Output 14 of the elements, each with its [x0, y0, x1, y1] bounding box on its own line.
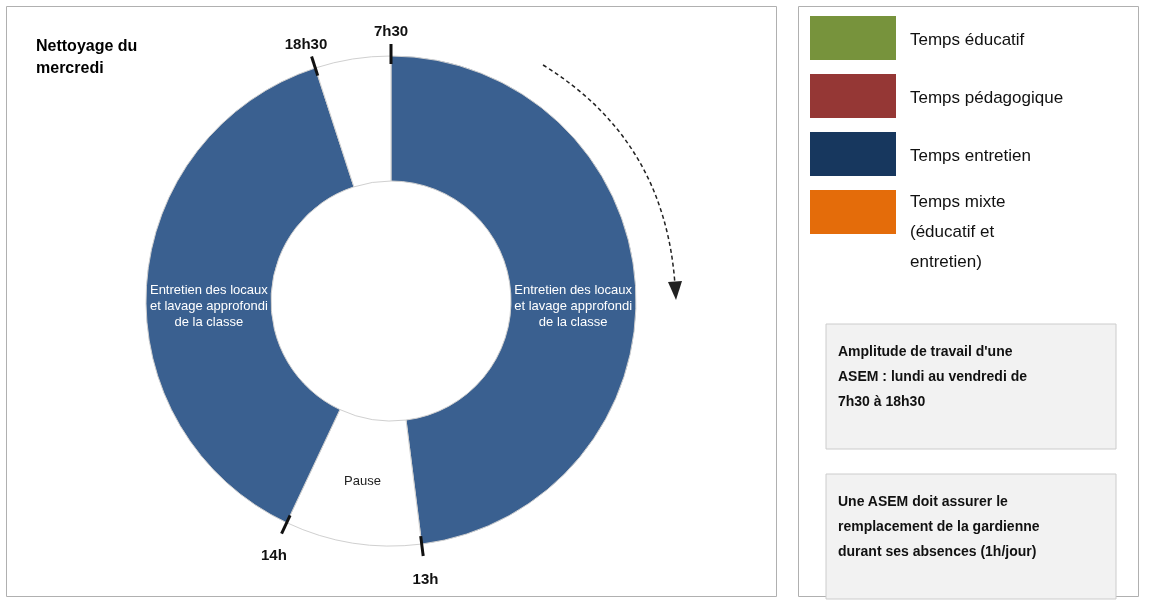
text: Amplitude de travail d'une ASEM : lundi au vendredi de 7h30 à 18h30: [838, 343, 1028, 409]
text: 13h: [412, 569, 439, 587]
text: Une ASEM doit assurer le remplacement de la gardienne durant ses absences (1h/jour): [838, 493, 1040, 559]
slice-label: Entretien des locaux et lavage approfondi de la classe: [514, 281, 633, 329]
text: 18h30: [284, 35, 328, 53]
category-label: Temps pédagogique: [910, 88, 1064, 107]
chart-title: Nettoyage du mercredi: [36, 37, 138, 76]
category-label: Temps entretien: [910, 146, 1031, 165]
text: 14h: [260, 545, 287, 563]
slice-label: Pause: [344, 473, 381, 489]
text: 7h30: [373, 22, 409, 39]
category-label: Temps éducatif: [910, 30, 1025, 49]
category-label: Temps mixte (éducatif et entretien): [910, 192, 1006, 271]
slice-label: Entretien des locaux et lavage approfondi de la classe: [149, 281, 269, 329]
